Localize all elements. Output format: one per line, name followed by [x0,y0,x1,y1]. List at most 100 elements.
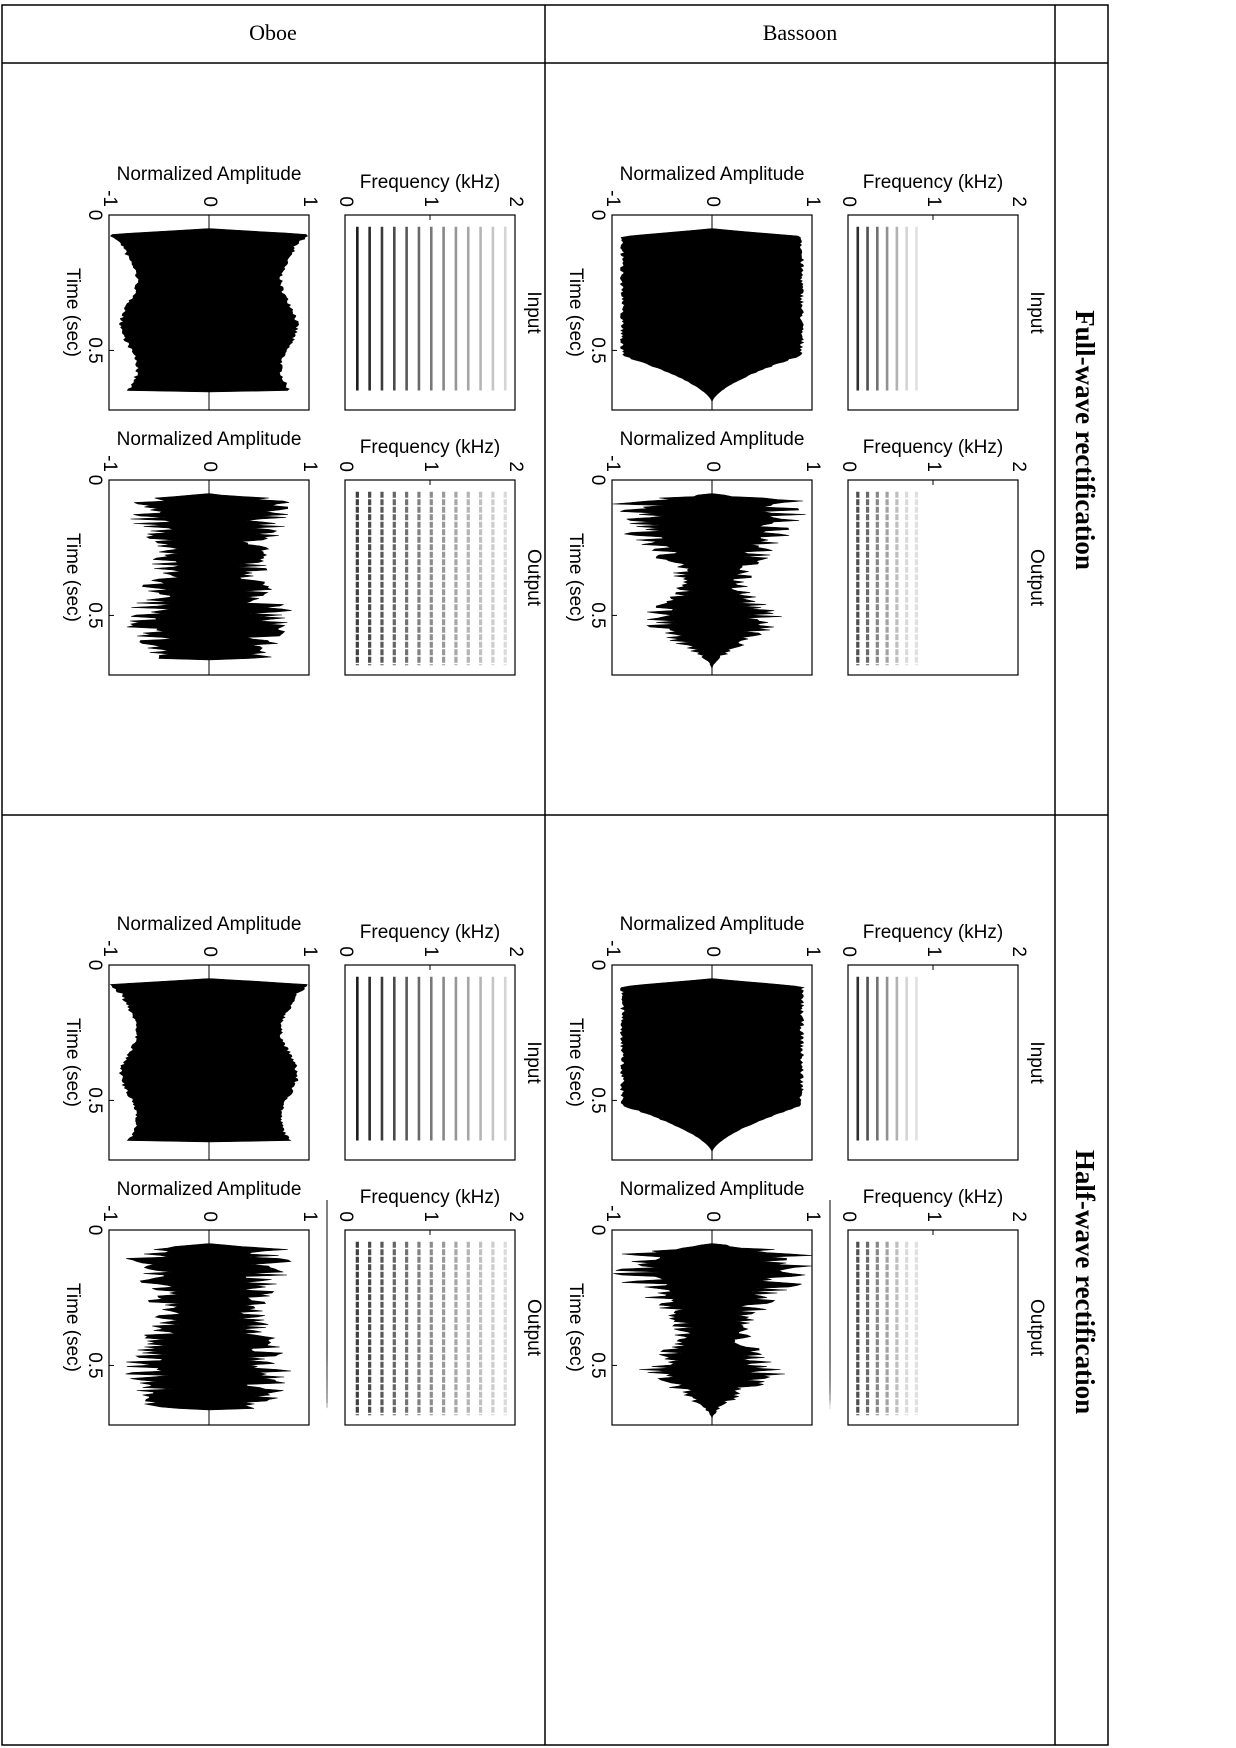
x-tick-label: 0 [587,1225,608,1236]
x-tick-label: 0.5 [587,1352,608,1378]
y-axis-label: Frequency (kHz) [360,172,500,193]
column-header: Oboe [249,20,297,45]
x-tick-label: 0.5 [587,1087,608,1113]
y-axis-label: Normalized Amplitude [620,914,805,935]
y-tick-label: 0 [199,461,220,472]
y-tick-label: 1 [420,196,441,207]
y-tick-label: 1 [299,946,320,957]
x-axis-label: Time (sec) [565,533,586,622]
y-tick-label: -1 [99,190,120,207]
y-axis-label: Normalized Amplitude [117,914,302,935]
y-tick-label: 2 [505,461,526,472]
x-tick-label: 0.5 [84,1352,105,1378]
y-axis-label: Normalized Amplitude [620,1179,805,1200]
x-tick-label: 0.5 [84,1087,105,1113]
y-axis-label: Frequency (kHz) [360,1187,500,1208]
waveform [125,1230,292,1425]
x-tick-label: 0 [587,475,608,486]
y-tick-label: 0 [199,1211,220,1222]
y-tick-label: 0 [838,461,859,472]
panel-title: Output [1026,549,1047,607]
y-tick-label: 2 [1008,461,1029,472]
y-tick-label: 0 [335,946,356,957]
column-header: Bassoon [763,20,838,45]
y-tick-label: 2 [1008,946,1029,957]
panel-title: Input [1026,1041,1047,1084]
y-tick-label: 0 [838,1211,859,1222]
y-axis-label: Normalized Amplitude [117,164,302,185]
y-tick-label: 0 [838,946,859,957]
y-tick-label: 0 [335,196,356,207]
x-axis-label: Time (sec) [565,1283,586,1372]
row-label: Full-wave rectification [1070,310,1100,570]
y-tick-label: 0 [702,196,723,207]
y-tick-label: 2 [505,196,526,207]
row-label: Half-wave rectification [1070,1150,1100,1414]
y-tick-label: 2 [505,946,526,957]
y-tick-label: 0 [702,1211,723,1222]
panel-title: Input [1026,291,1047,334]
y-tick-label: 0 [199,946,220,957]
x-tick-label: 0 [84,475,105,486]
x-tick-label: 0 [587,960,608,971]
y-tick-label: 1 [802,196,823,207]
y-tick-label: 2 [505,1211,526,1222]
y-tick-label: 0 [335,1211,356,1222]
y-tick-label: 1 [299,196,320,207]
x-tick-label: 0 [84,210,105,221]
y-axis-label: Normalized Amplitude [117,429,302,450]
y-axis-label: Frequency (kHz) [863,1187,1003,1208]
x-tick-label: 0.5 [84,337,105,363]
x-axis-label: Time (sec) [62,1283,83,1372]
y-axis-label: Frequency (kHz) [863,922,1003,943]
y-tick-label: 0 [335,461,356,472]
y-tick-label: 1 [299,1211,320,1222]
y-tick-label: 1 [923,946,944,957]
y-axis-label: Normalized Amplitude [117,1179,302,1200]
x-axis-label: Time (sec) [62,533,83,622]
x-tick-label: 0 [84,960,105,971]
y-tick-label: 1 [923,461,944,472]
x-tick-label: 0.5 [587,337,608,363]
y-tick-label: 0 [702,461,723,472]
waveform [612,480,806,675]
x-tick-label: 0.5 [587,602,608,628]
y-tick-label: -1 [602,1205,623,1222]
x-axis-label: Time (sec) [565,268,586,357]
y-tick-label: -1 [99,940,120,957]
y-tick-label: 1 [420,946,441,957]
y-axis-label: Frequency (kHz) [863,437,1003,458]
y-tick-label: -1 [602,190,623,207]
y-tick-label: -1 [99,1205,120,1222]
table-border [1,4,1109,1746]
y-tick-label: 0 [199,196,220,207]
x-axis-label: Time (sec) [565,1018,586,1107]
y-tick-label: 0 [838,196,859,207]
x-axis-label: Time (sec) [62,268,83,357]
panel-title: Output [523,549,544,607]
y-tick-label: -1 [602,455,623,472]
y-tick-label: 0 [702,946,723,957]
y-tick-label: 1 [420,461,441,472]
y-tick-label: 1 [923,1211,944,1222]
waveform [613,1230,813,1425]
panel-title: Input [523,1041,544,1084]
y-axis-label: Frequency (kHz) [360,922,500,943]
y-axis-label: Normalized Amplitude [620,164,805,185]
y-axis-label: Normalized Amplitude [620,429,805,450]
y-axis-label: Frequency (kHz) [360,437,500,458]
y-tick-label: 1 [802,461,823,472]
y-tick-label: 1 [802,946,823,957]
x-tick-label: 0 [84,1225,105,1236]
y-tick-label: 1 [299,461,320,472]
panel-title: Input [523,291,544,334]
